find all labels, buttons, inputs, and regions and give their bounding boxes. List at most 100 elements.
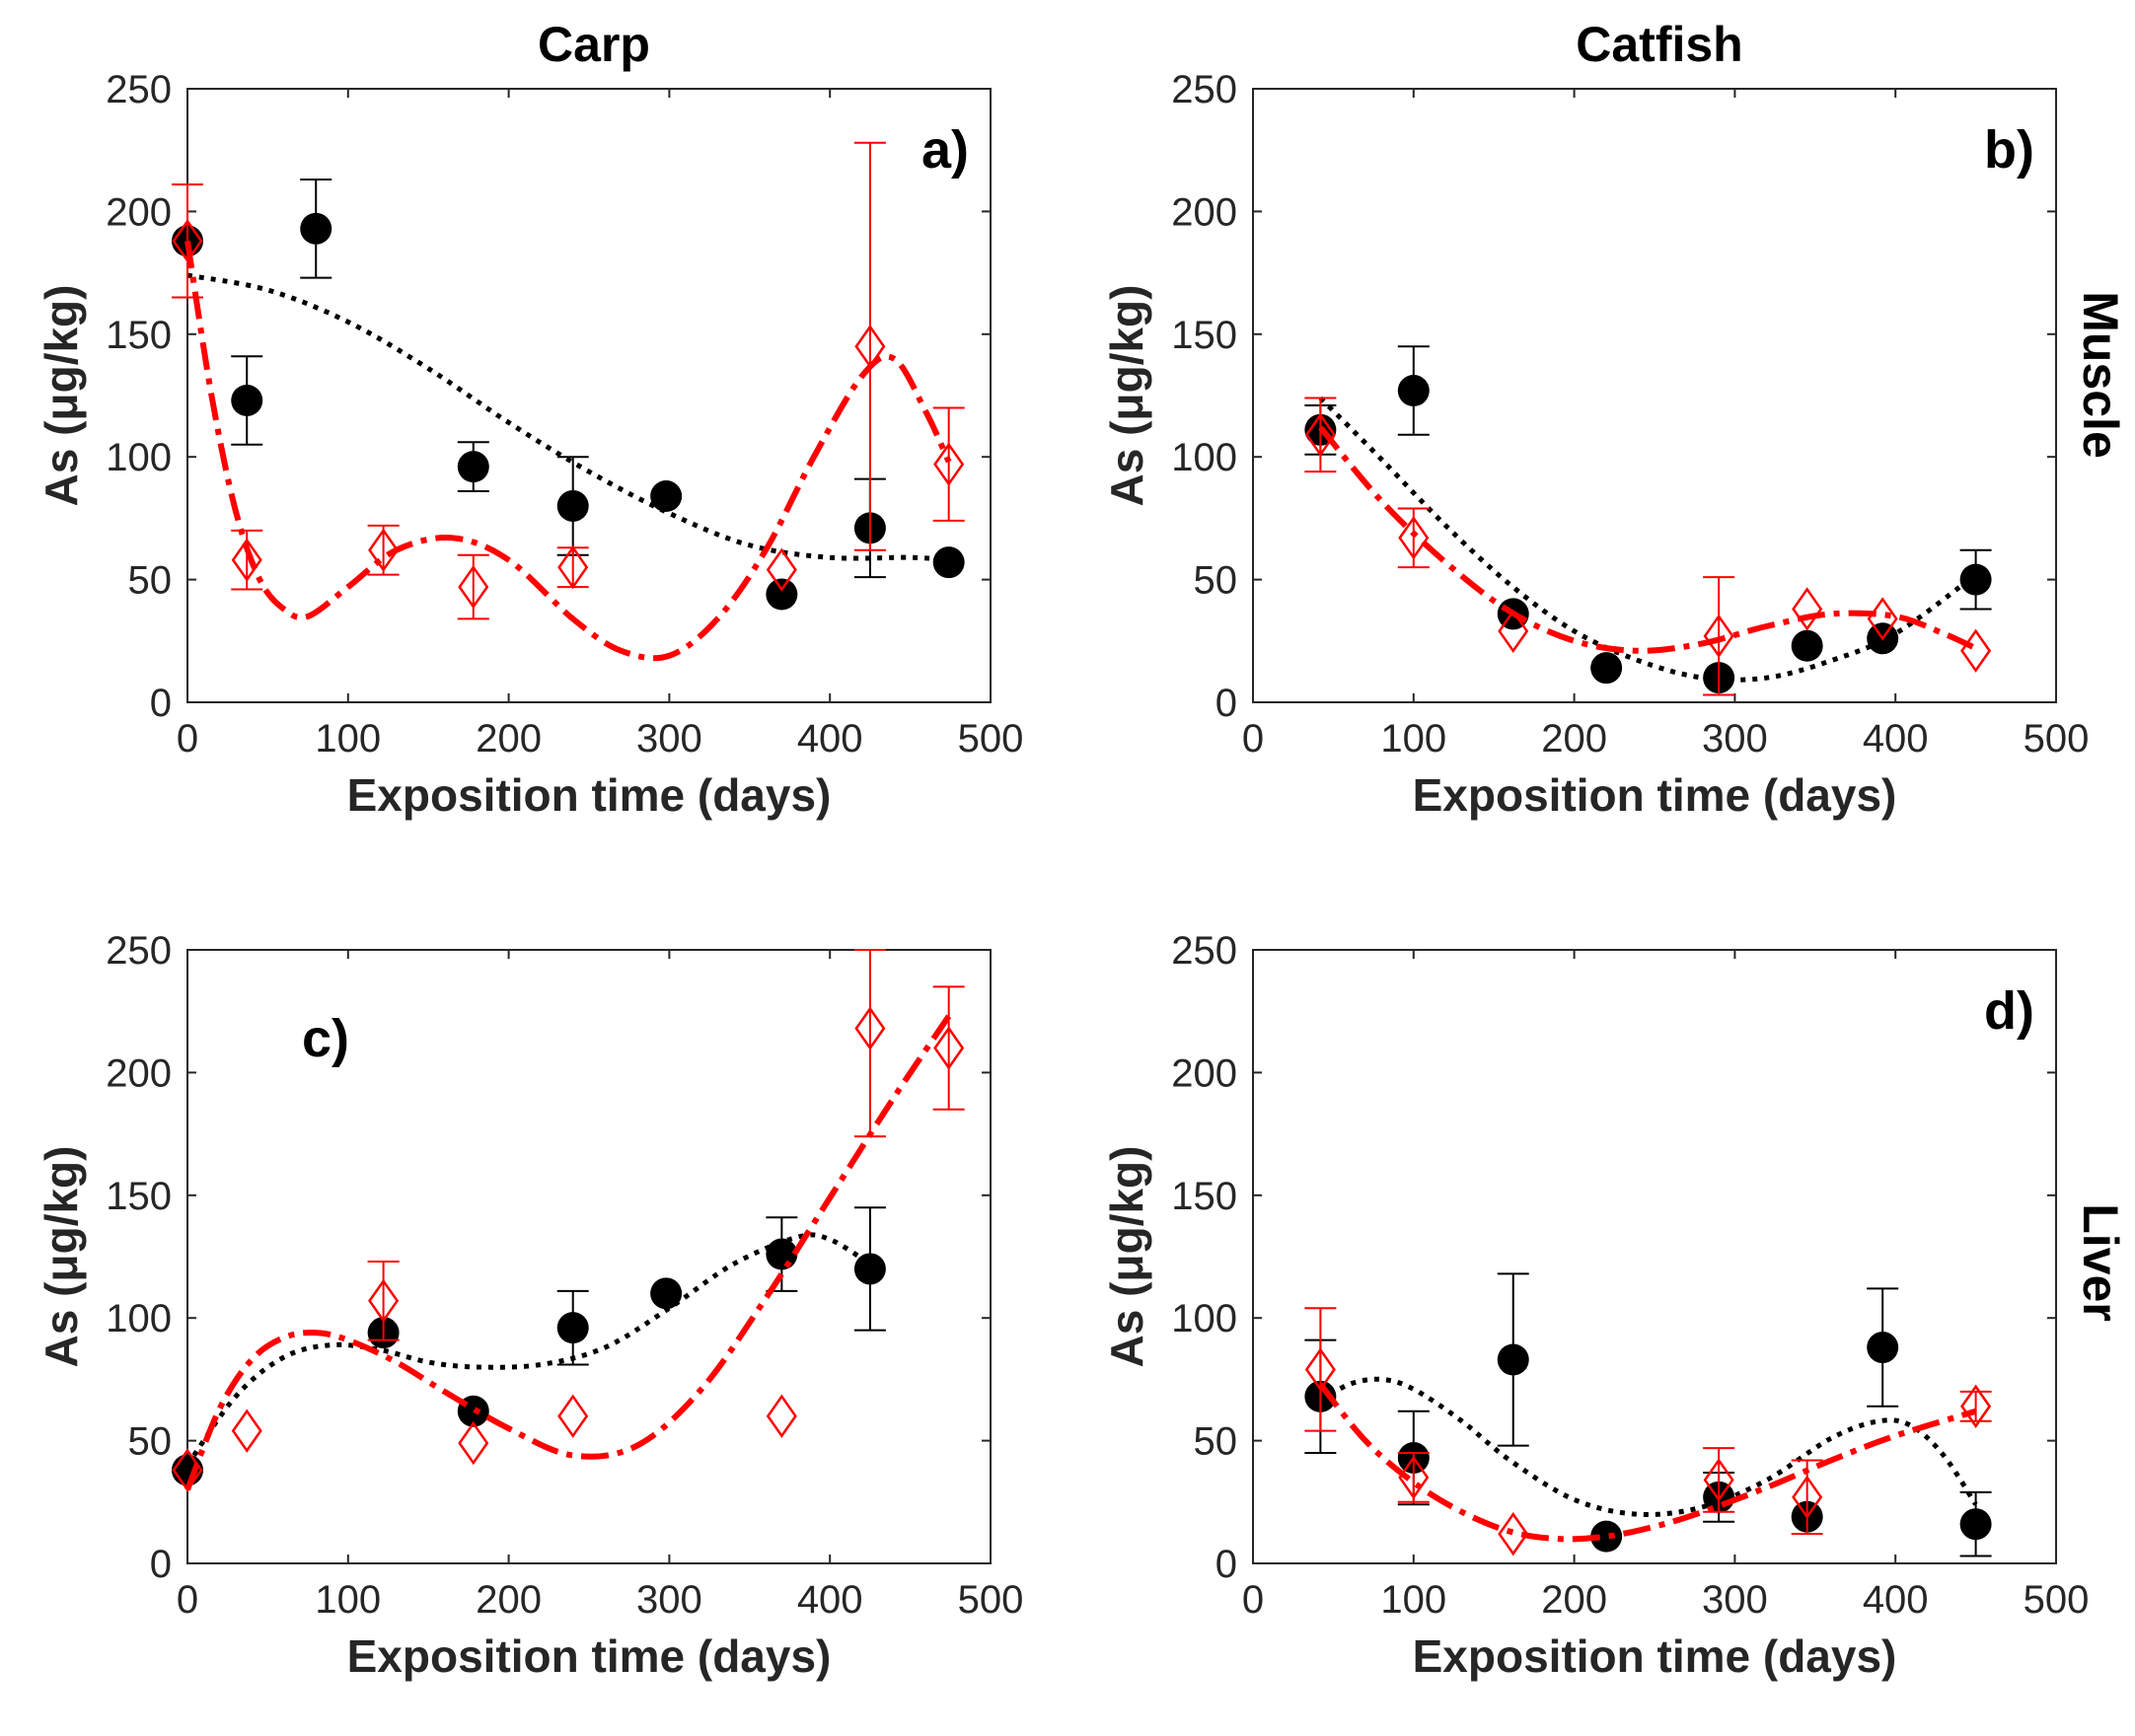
y-tick-label: 50 xyxy=(1194,559,1238,603)
x-tick-label: 200 xyxy=(476,717,542,760)
x-tick-label: 100 xyxy=(315,1578,381,1622)
data-point xyxy=(1304,412,1336,457)
x-tick-label: 500 xyxy=(2024,717,2090,760)
fit-curve-red xyxy=(1318,425,1977,654)
data-point xyxy=(1498,1511,1529,1556)
x-tick-label: 400 xyxy=(797,1578,863,1622)
data-point xyxy=(766,1238,798,1270)
panel-label: d) xyxy=(1984,981,2034,1041)
data-point xyxy=(231,538,262,582)
y-tick-label: 100 xyxy=(106,1297,172,1340)
y-tick-label: 200 xyxy=(1171,190,1237,234)
data-point xyxy=(368,1278,400,1323)
y-tick-label: 0 xyxy=(150,682,172,725)
x-tick-label: 200 xyxy=(1541,1578,1607,1622)
panel-a: 0 100 200 300 400 500 0 50 100 150 200 250 Expositio… xyxy=(36,68,1023,821)
x-tick-label: 500 xyxy=(958,717,1024,760)
panel-label: b) xyxy=(1984,120,2034,180)
x-tick-label: 500 xyxy=(2024,1578,2090,1622)
plot-frame xyxy=(186,949,992,1564)
data-point xyxy=(1867,597,1898,641)
data-point xyxy=(557,1394,589,1438)
data-point xyxy=(854,1006,886,1050)
x-tick-label: 200 xyxy=(476,1578,542,1622)
x-tick-label: 400 xyxy=(797,717,863,760)
x-tick-label: 100 xyxy=(315,717,381,760)
fit-curve-black xyxy=(1318,396,1978,683)
y-tick-label: 50 xyxy=(128,559,173,603)
data-point xyxy=(650,480,683,513)
x-tick-label: 100 xyxy=(1380,717,1446,760)
plot-frame xyxy=(1252,88,2057,703)
data-point xyxy=(1498,609,1529,654)
y-tick-label: 150 xyxy=(106,314,172,357)
data-point xyxy=(458,1420,489,1466)
series-black xyxy=(172,179,965,611)
data-point xyxy=(1959,1508,1992,1541)
fit-curve-black xyxy=(184,1232,872,1467)
data-point xyxy=(300,212,332,245)
x-axis-label: Exposition time (days) xyxy=(1413,1630,1897,1682)
panel-label: a) xyxy=(921,120,969,180)
data-point xyxy=(1960,1384,1992,1428)
panel-d: 0 100 200 300 400 500 0 50 100 150 200 250 Expositio… xyxy=(1101,929,2089,1682)
x-tick-label: 400 xyxy=(1863,717,1929,760)
column-title-catfish: Catfish xyxy=(1576,17,1742,72)
fit-curve-red xyxy=(1318,1382,1977,1543)
data-point xyxy=(1590,652,1623,685)
y-tick-label: 200 xyxy=(106,1051,172,1095)
data-point xyxy=(853,1253,886,1285)
data-point xyxy=(172,1448,203,1492)
y-tick-label: 50 xyxy=(1194,1420,1238,1464)
data-point xyxy=(1304,1347,1336,1392)
y-axis-label: As (μg/kg) xyxy=(1101,1146,1152,1368)
data-point xyxy=(766,578,798,611)
series-black xyxy=(1304,1272,1992,1557)
data-point xyxy=(1703,1458,1734,1502)
data-point xyxy=(1960,628,1992,673)
row-title-liver: Liver xyxy=(2073,1203,2128,1322)
y-tick-label: 250 xyxy=(1171,929,1237,973)
data-point xyxy=(933,442,965,486)
data-point xyxy=(1791,629,1823,662)
data-point xyxy=(556,1312,589,1344)
x-tick-label: 0 xyxy=(1242,1578,1264,1622)
data-point xyxy=(457,451,489,483)
data-point xyxy=(172,1454,203,1486)
y-tick-label: 250 xyxy=(1171,68,1237,111)
y-tick-label: 0 xyxy=(150,1543,172,1586)
data-point xyxy=(1590,1520,1623,1553)
y-axis-label: As (μg/kg) xyxy=(36,1146,87,1368)
y-tick-label: 150 xyxy=(106,1175,172,1218)
data-point xyxy=(1497,1343,1529,1376)
x-tick-label: 0 xyxy=(1242,717,1264,760)
x-tick-label: 100 xyxy=(1380,1578,1446,1622)
y-tick-label: 0 xyxy=(1215,682,1237,725)
y-tick-label: 100 xyxy=(1171,436,1237,479)
y-axis-label: As (μg/kg) xyxy=(1101,285,1152,507)
series-red xyxy=(172,949,965,1492)
series-red xyxy=(1304,1307,1992,1556)
data-point xyxy=(1398,1455,1430,1500)
x-axis-label: Exposition time (days) xyxy=(347,769,832,821)
data-point xyxy=(854,325,886,369)
data-point xyxy=(766,547,797,592)
x-tick-label: 300 xyxy=(1702,1578,1768,1622)
x-tick-label: 300 xyxy=(1702,717,1768,760)
data-point xyxy=(557,544,589,590)
x-tick-label: 300 xyxy=(636,717,702,760)
x-tick-label: 0 xyxy=(177,1578,198,1622)
fit-curve-black xyxy=(186,272,949,563)
series-red xyxy=(172,141,965,662)
data-point xyxy=(1703,614,1734,659)
y-tick-label: 150 xyxy=(1171,314,1237,357)
x-tick-label: 300 xyxy=(636,1578,702,1622)
data-point xyxy=(231,1409,262,1453)
x-tick-label: 200 xyxy=(1541,717,1607,760)
data-point xyxy=(172,219,203,263)
data-point xyxy=(933,1026,965,1070)
y-axis-label: As (μg/kg) xyxy=(36,285,87,507)
series-black xyxy=(1304,345,1992,694)
data-point xyxy=(1792,587,1823,631)
